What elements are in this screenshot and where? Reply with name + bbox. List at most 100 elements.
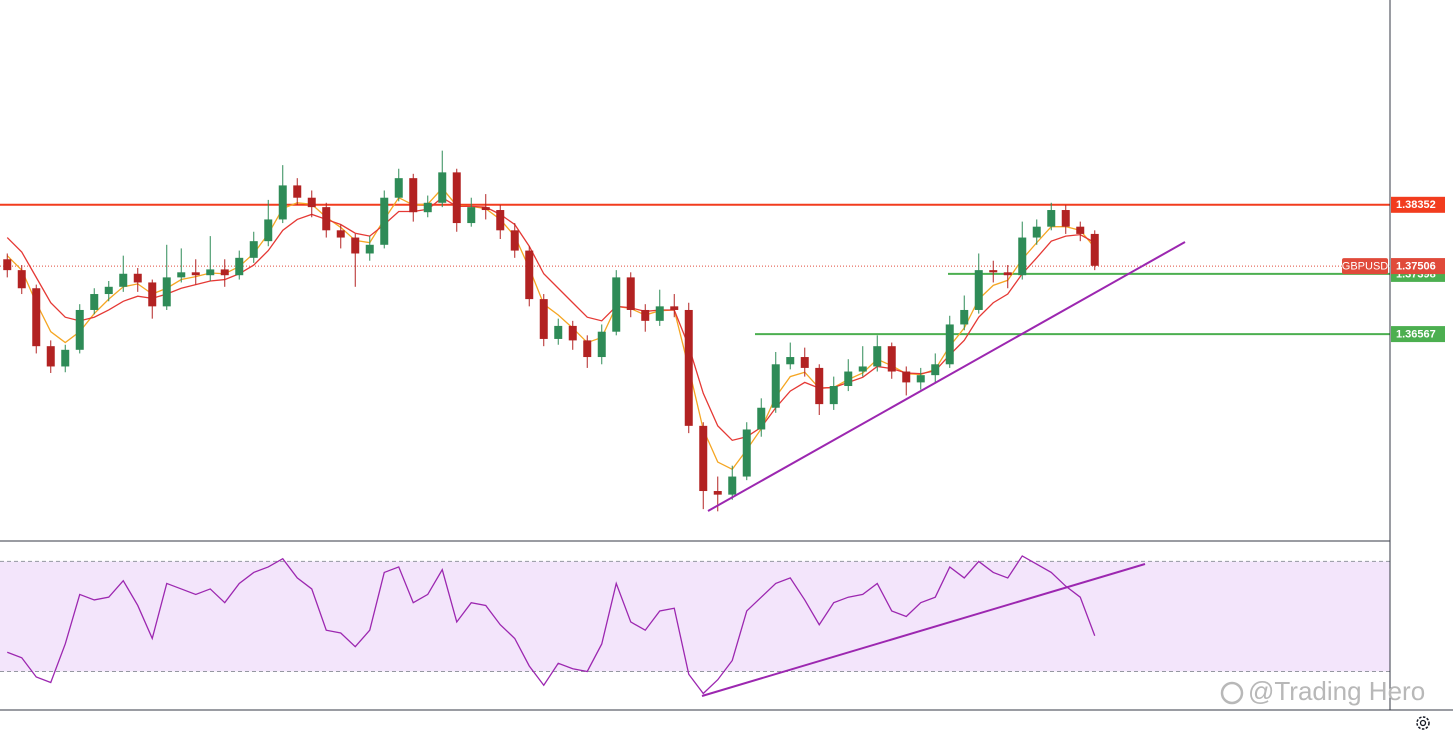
last-price-label: 1.37506 — [1396, 260, 1436, 272]
candle-body — [3, 259, 12, 271]
candle-body — [960, 309, 969, 325]
candle-body — [293, 185, 302, 198]
candle-body — [452, 172, 461, 224]
candle-body — [612, 277, 621, 332]
candle-body — [278, 185, 287, 220]
candle-body — [177, 272, 186, 278]
watermark: @Trading Hero — [1220, 676, 1425, 706]
candle-body — [641, 309, 650, 321]
candle-body — [510, 230, 519, 251]
candle-body — [655, 306, 664, 321]
candle-body — [945, 324, 954, 365]
candle-body — [742, 429, 751, 477]
last-price-label-bg — [1391, 258, 1445, 275]
candle-body — [365, 244, 374, 254]
level-label: 1.36567 — [1396, 328, 1436, 340]
candle-body — [191, 272, 200, 276]
candle-body — [322, 207, 331, 231]
candle-body — [597, 331, 606, 358]
candle-body — [61, 349, 70, 367]
trend-line[interactable] — [707, 241, 1186, 512]
candle-body — [554, 325, 563, 339]
candle-body — [148, 282, 157, 307]
level-label-bg — [1391, 196, 1445, 213]
candle-body — [220, 269, 229, 276]
rsi-trend-line[interactable] — [701, 563, 1146, 697]
candle-body — [481, 207, 490, 211]
symbol-label: GBPUSD — [1342, 260, 1389, 272]
candle-body — [46, 346, 55, 367]
series-line — [6, 187, 1096, 471]
candle-body — [380, 197, 389, 245]
candle-body — [162, 277, 171, 307]
candle-body — [496, 210, 505, 231]
candle-body — [539, 299, 548, 339]
candle-body — [133, 273, 142, 283]
candle-body — [858, 366, 867, 372]
candle-body — [1090, 233, 1099, 266]
candle-body — [902, 371, 911, 383]
candle-body — [1032, 226, 1041, 238]
candle-body — [423, 202, 432, 213]
series-line — [7, 555, 1096, 695]
candle-body — [351, 237, 360, 254]
candle-body — [887, 346, 896, 372]
candle-body — [684, 309, 693, 426]
candle-body — [568, 325, 577, 341]
series-line — [6, 196, 1096, 442]
settings-bg — [1413, 713, 1433, 733]
candle-body — [699, 425, 708, 492]
symbol-label-bg — [1342, 258, 1388, 275]
candle-body — [728, 476, 737, 495]
candle-body — [1003, 272, 1012, 276]
candle-body — [815, 367, 824, 405]
candle-body — [206, 269, 215, 276]
candle-body — [1018, 237, 1027, 276]
candle-body — [438, 172, 447, 203]
candle-body — [757, 407, 766, 430]
watermark-logo — [1220, 681, 1244, 705]
candle-body — [307, 197, 316, 208]
candle-body — [583, 340, 592, 358]
candle-body — [786, 357, 795, 365]
candle-body — [467, 207, 476, 224]
candle-body — [264, 219, 273, 242]
candle-body — [916, 375, 925, 383]
candle-body — [75, 309, 84, 350]
candle-body — [336, 230, 345, 238]
candle-body — [1076, 226, 1085, 234]
candle-body — [931, 364, 940, 376]
candle-body — [119, 273, 128, 287]
candle-body — [844, 371, 853, 387]
candle-body — [32, 288, 41, 347]
candle-body — [17, 270, 26, 289]
level-label: 1.38352 — [1396, 199, 1436, 211]
settings-gear-hub — [1419, 719, 1427, 727]
candle-body — [235, 257, 244, 276]
candle-body — [249, 241, 258, 258]
rsi-band — [0, 561, 1390, 672]
level-label-bg — [1391, 326, 1445, 343]
watermark-text: @Trading Hero — [1248, 676, 1425, 706]
candle-body — [394, 178, 403, 198]
candle-body — [1061, 210, 1070, 227]
candle-body — [989, 270, 998, 273]
plot-area — [0, 150, 1390, 695]
candle-body — [90, 294, 99, 310]
candle-body — [771, 364, 780, 408]
candle-body — [713, 491, 722, 495]
candle-body — [873, 346, 882, 367]
candle-body — [409, 178, 418, 213]
settings-button[interactable] — [1413, 713, 1433, 733]
candle-body — [525, 250, 534, 300]
candle-body — [974, 270, 983, 310]
candle-body — [626, 277, 635, 310]
candle-body — [670, 306, 679, 310]
candle-body — [1047, 210, 1056, 227]
candle-body — [800, 357, 809, 368]
candle-body — [829, 386, 838, 405]
settings-gear[interactable] — [1416, 716, 1430, 730]
